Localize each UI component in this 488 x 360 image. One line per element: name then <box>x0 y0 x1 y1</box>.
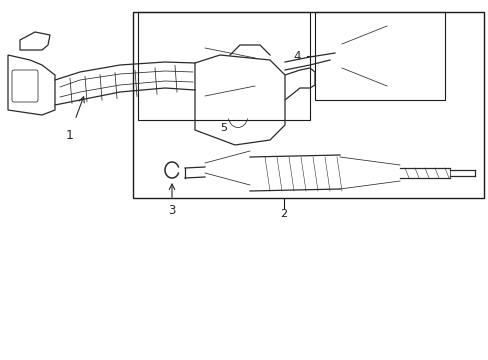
Text: 4: 4 <box>293 50 300 63</box>
Text: 2: 2 <box>280 209 287 219</box>
Bar <box>314 12 444 100</box>
Text: 1: 1 <box>66 129 74 141</box>
Bar <box>133 12 483 198</box>
Bar <box>138 12 309 120</box>
Text: 5: 5 <box>220 123 227 133</box>
Text: 3: 3 <box>168 203 175 216</box>
